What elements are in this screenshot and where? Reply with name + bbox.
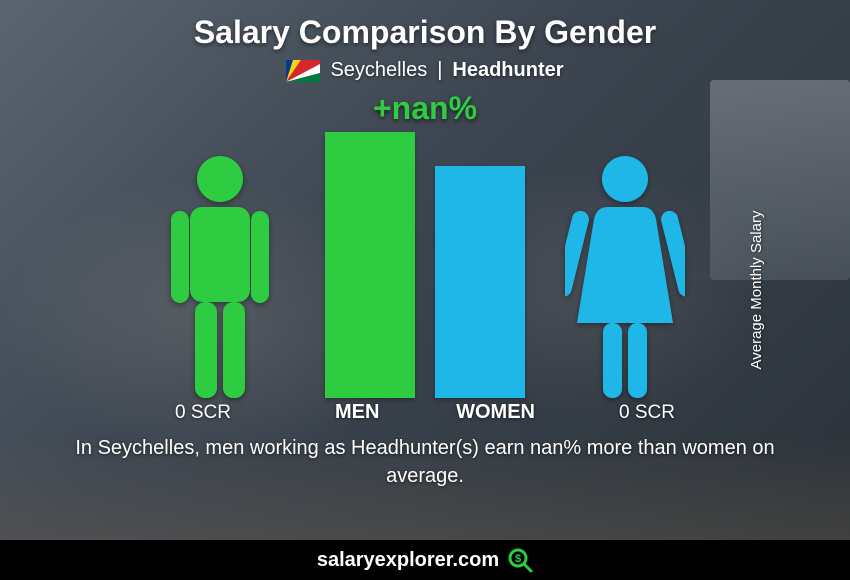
female-bar [435,166,525,398]
chart-area: +nan% 0 SCR MEN W [125,90,725,430]
job-title: Headhunter [452,59,563,82]
separator: | [437,59,442,82]
description-text: In Seychelles, men working as Headhunter… [45,434,805,490]
svg-text:$: $ [515,553,521,565]
footer-bar: salaryexplorer.com $ [0,540,850,580]
male-bar [325,132,415,398]
female-value: 0 SCR [619,402,675,424]
male-value: 0 SCR [175,402,231,424]
female-category: WOMEN [456,401,535,424]
magnifier-dollar-icon: $ [507,547,533,573]
main-title: Salary Comparison By Gender [194,14,656,51]
infographic-content: Salary Comparison By Gender Seychelles |… [0,0,850,580]
seychelles-flag-icon [286,60,320,82]
country-name: Seychelles [330,59,427,82]
y-axis-label: Average Monthly Salary [748,211,765,370]
male-figure-icon [165,153,275,398]
subtitle-row: Seychelles | Headhunter [286,59,563,82]
female-figure-icon [565,153,685,398]
percentage-label: +nan% [373,90,477,127]
male-category: MEN [335,401,379,424]
footer-site-name: salaryexplorer.com [317,549,499,572]
